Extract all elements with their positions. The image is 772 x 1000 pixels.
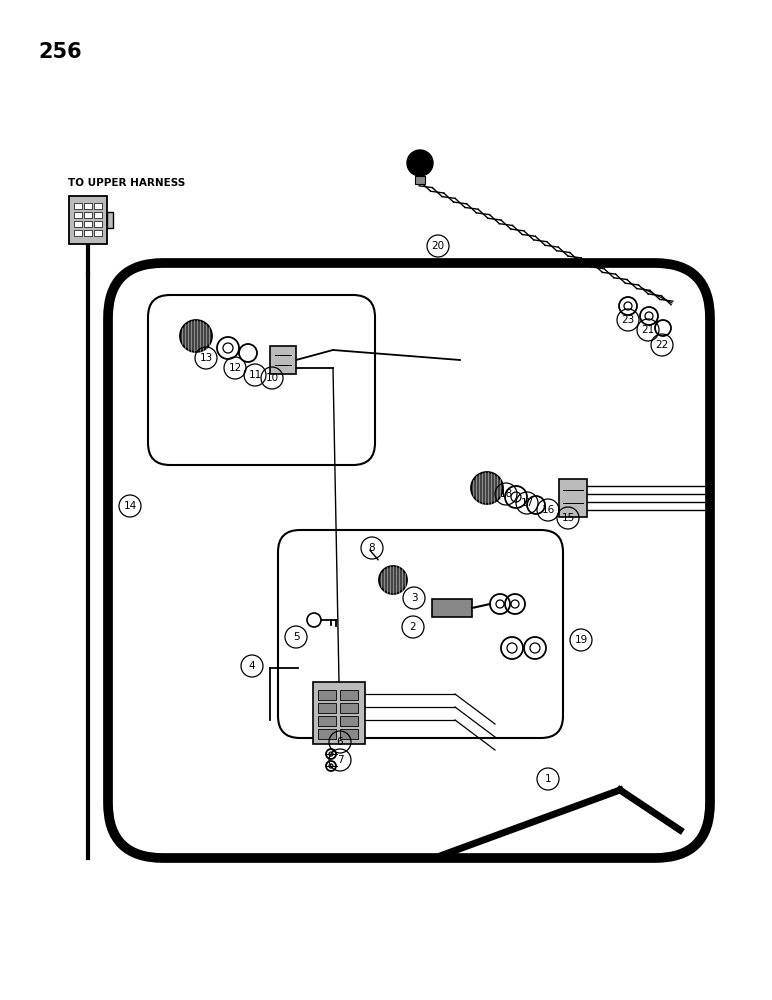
Bar [74, 203, 82, 209]
Bar [84, 212, 92, 218]
Bar [318, 703, 336, 713]
Text: 16: 16 [541, 505, 554, 515]
Text: 6: 6 [337, 737, 344, 747]
Bar [318, 729, 336, 739]
Text: TO UPPER HARNESS: TO UPPER HARNESS [68, 178, 185, 188]
Text: 2: 2 [410, 622, 416, 632]
Bar [318, 716, 336, 726]
Bar [74, 221, 82, 227]
Bar [432, 599, 472, 617]
Text: 23: 23 [621, 315, 635, 325]
Bar [94, 221, 102, 227]
Text: 8: 8 [369, 543, 375, 553]
Text: 22: 22 [655, 340, 669, 350]
Bar [69, 196, 107, 244]
Circle shape [407, 150, 433, 176]
Bar [340, 703, 358, 713]
Circle shape [180, 320, 212, 352]
Bar [340, 716, 358, 726]
Bar [559, 479, 587, 517]
Bar [107, 212, 113, 228]
Text: 17: 17 [520, 498, 533, 508]
Bar [84, 221, 92, 227]
Bar [84, 203, 92, 209]
Text: 4: 4 [249, 661, 256, 671]
Bar [74, 212, 82, 218]
Bar [318, 690, 336, 700]
Circle shape [471, 472, 503, 504]
Text: 15: 15 [561, 513, 574, 523]
Bar [94, 212, 102, 218]
Text: 5: 5 [293, 632, 300, 642]
Text: 1: 1 [545, 774, 551, 784]
Text: 19: 19 [574, 635, 587, 645]
Bar [74, 230, 82, 236]
Text: 20: 20 [432, 241, 445, 251]
Bar [94, 203, 102, 209]
Text: 14: 14 [124, 501, 137, 511]
Text: 12: 12 [229, 363, 242, 373]
Bar [94, 230, 102, 236]
Text: 18: 18 [499, 489, 513, 499]
Bar [415, 176, 425, 184]
Bar [270, 346, 296, 374]
Text: 3: 3 [411, 593, 418, 603]
Bar [84, 230, 92, 236]
Text: 21: 21 [642, 325, 655, 335]
Text: 256: 256 [38, 42, 82, 62]
Bar [340, 729, 358, 739]
Circle shape [379, 566, 407, 594]
Text: 7: 7 [337, 755, 344, 765]
Text: 10: 10 [266, 373, 279, 383]
Text: 11: 11 [249, 370, 262, 380]
Text: 13: 13 [199, 353, 212, 363]
Bar [340, 690, 358, 700]
Bar [313, 682, 365, 744]
